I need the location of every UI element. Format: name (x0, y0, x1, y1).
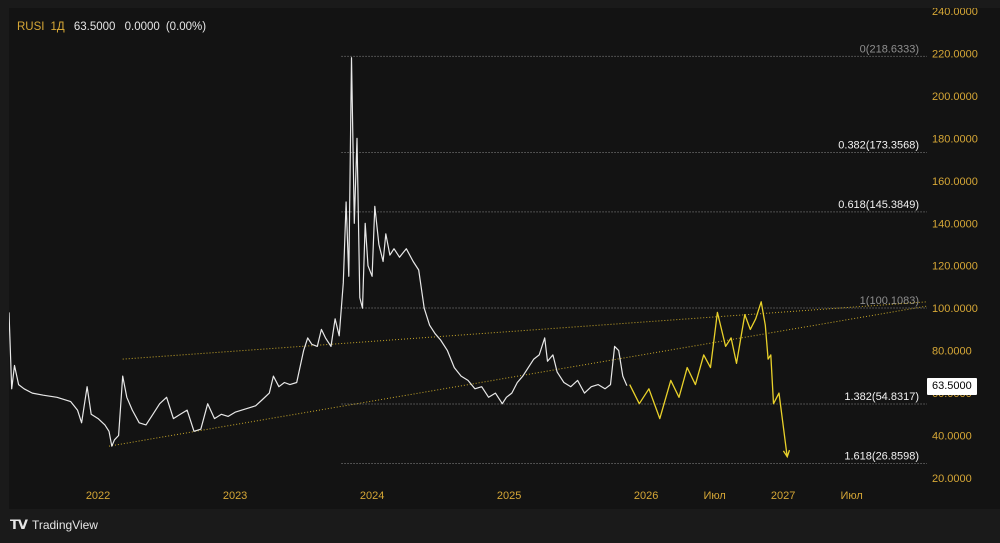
fib-level-label: 0.382(173.3568) (838, 139, 919, 151)
y-tick-label: 180.0000 (932, 133, 978, 145)
y-tick-label: 200.0000 (932, 91, 978, 103)
tradingview-brand[interactable]: 𝗧𝗩 TradingView (10, 517, 98, 533)
time-axis[interactable]: 2022 2023 2024 2025 2026 Июл 2027 Июл (9, 487, 927, 509)
fib-level-label: 1(100.1083) (860, 295, 919, 307)
y-tick-label: 240.0000 (932, 8, 978, 18)
symbol-name[interactable]: RUSI (17, 21, 45, 33)
x-tick-label: 2023 (223, 490, 247, 502)
last-price-tag: 63.5000 (927, 377, 977, 395)
tradingview-name: TradingView (31, 518, 98, 532)
y-tick-label: 20.0000 (932, 473, 972, 485)
projection-arrowhead (782, 449, 791, 459)
y-tick-label: 80.0000 (932, 346, 972, 358)
price-axis[interactable]: 240.0000 220.0000 200.0000 180.0000 160.0000… (927, 6, 1000, 509)
x-tick-label: Июл (840, 490, 862, 502)
projection-path-line (629, 301, 788, 457)
price-chart-svg: 0(218.6333) 0.382(173.3568) 0.618(145.3849… (9, 43, 927, 464)
trendline (108, 305, 927, 447)
price-change-pct: (0.00%) (165, 21, 207, 33)
y-tick-label: 120.0000 (932, 261, 978, 273)
price-change: 0.0000 (124, 21, 160, 33)
x-tick-label: 2027 (771, 490, 795, 502)
y-tick-label: 40.0000 (932, 431, 972, 443)
x-tick-label: 2024 (360, 490, 384, 502)
fib-level-label: 1.382(54.8317) (844, 391, 919, 403)
tradingview-logo-icon: 𝗧𝗩 (10, 517, 28, 532)
fib-level-label: 0(218.6333) (860, 43, 919, 55)
y-tick-label: 160.0000 (932, 176, 978, 188)
chart-area[interactable]: 0(218.6333) 0.382(173.3568) 0.618(145.3849… (9, 8, 927, 509)
symbol-header: RUSI 1Д 63.5000 0.0000 (0.00%) (17, 21, 212, 33)
x-tick-label: 2026 (634, 490, 658, 502)
y-tick-label: 140.0000 (932, 218, 978, 230)
price-axis-labels: 240.0000 220.0000 200.0000 180.0000 160.0000… (932, 6, 978, 485)
fib-level-label: 0.618(145.3849) (838, 199, 919, 211)
x-tick-label: 2025 (497, 490, 521, 502)
interval-label[interactable]: 1Д (50, 21, 65, 33)
y-tick-label: 220.0000 (932, 48, 978, 60)
trendline (122, 301, 927, 360)
x-tick-label: Июл (703, 490, 725, 502)
time-axis-labels: 2022 2023 2024 2025 2026 Июл 2027 Июл (86, 490, 863, 502)
price-series-line (9, 57, 628, 447)
fib-level-label: 1.618(26.8598) (844, 450, 919, 462)
last-price: 63.5000 (73, 21, 116, 33)
y-tick-label: 100.0000 (932, 303, 978, 315)
x-tick-label: 2022 (86, 490, 110, 502)
